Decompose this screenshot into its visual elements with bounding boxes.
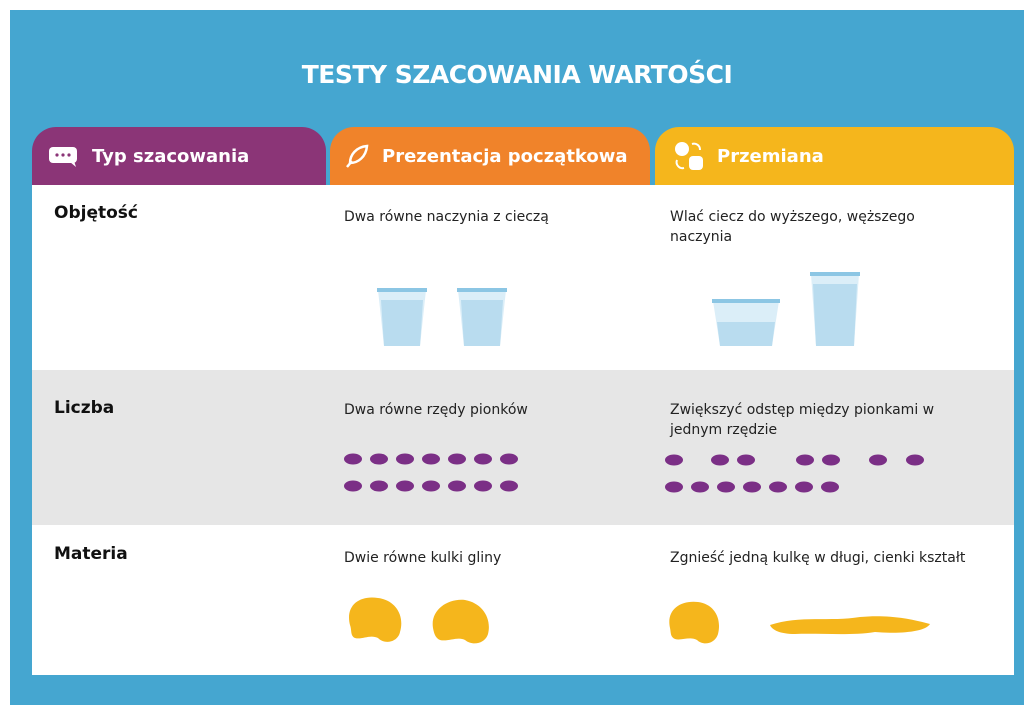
counters xyxy=(344,454,924,493)
glass xyxy=(712,299,780,346)
illustrations xyxy=(0,0,1034,715)
page: TESTY SZACOWANIA WARTOŚCI Typ szacowania… xyxy=(0,0,1034,715)
glass xyxy=(810,272,860,346)
clay xyxy=(349,597,930,643)
glass xyxy=(457,288,507,346)
glass xyxy=(377,288,427,346)
